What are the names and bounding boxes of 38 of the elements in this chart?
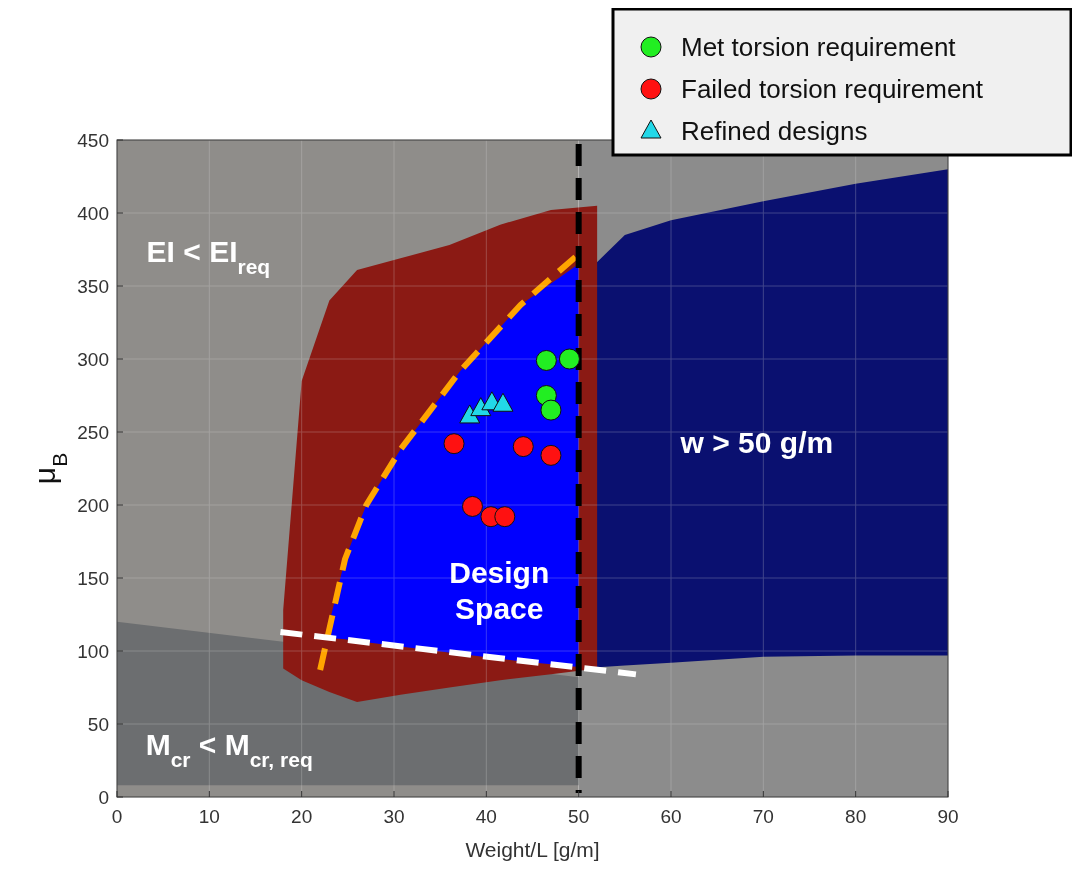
point bbox=[461, 495, 483, 517]
legend-label: Met torsion requirement bbox=[681, 32, 957, 63]
annotation: Design Space bbox=[449, 555, 550, 625]
point bbox=[494, 506, 516, 528]
x-tick-label: 20 bbox=[291, 806, 313, 827]
x-tick-label: 0 bbox=[111, 806, 123, 827]
point bbox=[443, 433, 465, 455]
y-tick-label: 300 bbox=[77, 348, 109, 370]
legend-label: Refined designs bbox=[681, 116, 868, 147]
y-tick-label: 350 bbox=[77, 275, 109, 297]
y-tick-label: 100 bbox=[77, 640, 109, 662]
x-axis-title: Weight/L [g/m] bbox=[465, 838, 600, 861]
point bbox=[492, 392, 514, 412]
annotation: M$_{cr}$ < M$_{cr, req}$ bbox=[145, 727, 313, 771]
y-tick-label: 450 bbox=[77, 129, 109, 151]
annotation: w > 50 g/m bbox=[679, 425, 834, 459]
x-tick-label: 40 bbox=[475, 806, 497, 827]
legend-label: Failed torsion requirement bbox=[681, 74, 984, 105]
point bbox=[512, 436, 534, 458]
x-tick-label: 50 bbox=[568, 806, 590, 827]
y-tick-label: 200 bbox=[77, 494, 109, 516]
y-tick-label: 50 bbox=[87, 713, 109, 735]
x-tick-label: 60 bbox=[660, 806, 682, 827]
point bbox=[540, 444, 562, 466]
point bbox=[459, 404, 481, 424]
x-tick-label: 10 bbox=[198, 806, 220, 827]
x-tick-label: 90 bbox=[937, 806, 959, 827]
point bbox=[535, 349, 557, 371]
point bbox=[558, 348, 580, 370]
point bbox=[540, 399, 562, 421]
y-tick-label: 250 bbox=[77, 421, 109, 443]
annotation: EI < EI$_{req}$ bbox=[146, 235, 271, 278]
y-tick-label: 150 bbox=[77, 567, 109, 589]
y-tick-label: 400 bbox=[77, 202, 109, 224]
x-tick-label: 30 bbox=[383, 806, 405, 827]
x-tick-label: 70 bbox=[752, 806, 774, 827]
x-tick-label: 80 bbox=[845, 806, 867, 827]
y-tick-label: 0 bbox=[98, 786, 109, 808]
